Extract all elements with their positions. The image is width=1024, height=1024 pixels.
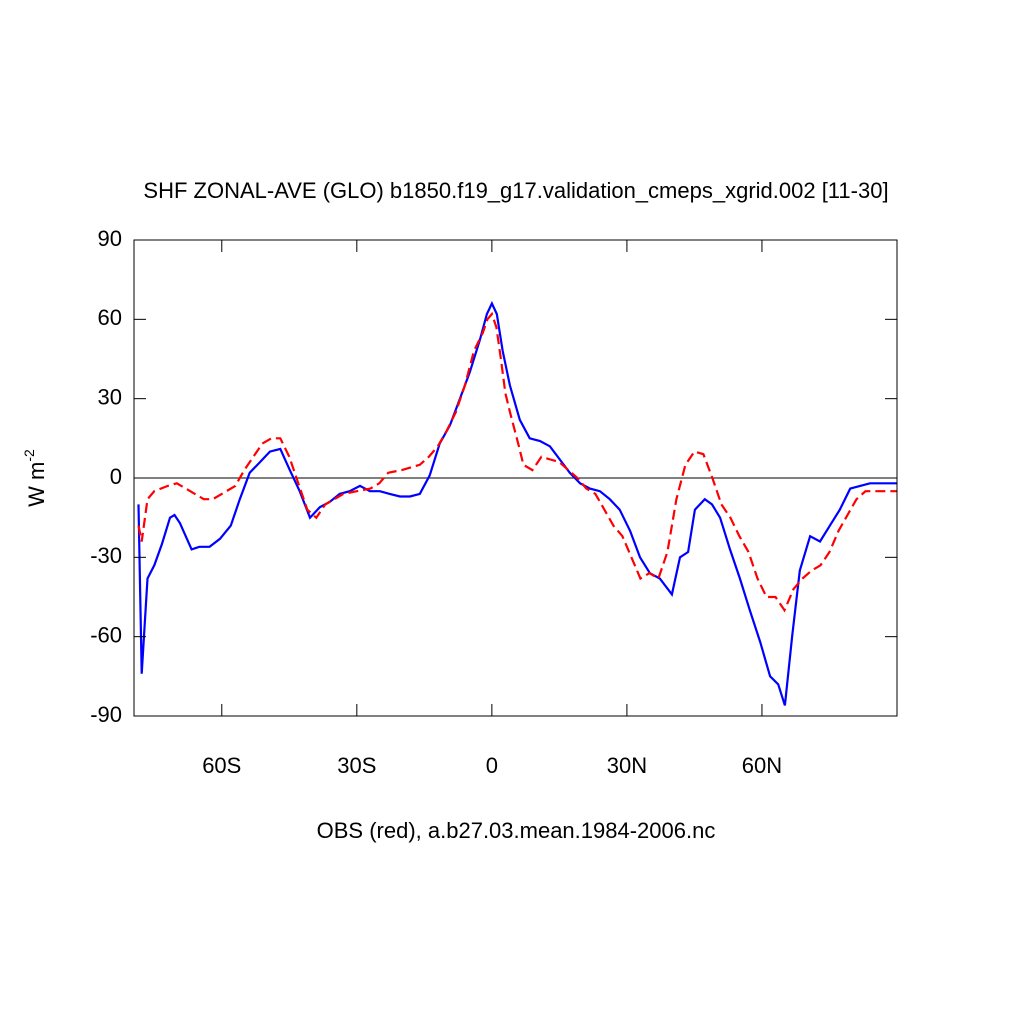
y-tick-label: -60	[90, 622, 122, 647]
x-axis-label: OBS (red), a.b27.03.mean.1984-2006.nc	[317, 818, 716, 843]
x-tick-label: 60S	[202, 753, 241, 778]
x-tick-label: 0	[486, 753, 498, 778]
x-tick-label: 30S	[337, 753, 376, 778]
chart-title: SHF ZONAL-AVE (GLO) b1850.f19_g17.valida…	[143, 178, 888, 203]
y-tick-label: 60	[98, 305, 122, 330]
x-tick-label: 60N	[742, 753, 782, 778]
y-tick-label: 0	[110, 464, 122, 489]
y-axis-label: W m-2	[21, 449, 49, 507]
y-axis-label-text: W m	[24, 462, 49, 507]
data-line	[137, 311, 897, 613]
y-tick-label: -90	[90, 702, 122, 727]
y-tick-label: 90	[98, 226, 122, 251]
y-axis-label-sup: -2	[21, 449, 37, 462]
x-tick-label: 30N	[607, 753, 647, 778]
data-line	[137, 300, 897, 706]
y-tick-label: -30	[90, 543, 122, 568]
y-tick-label: 30	[98, 384, 122, 409]
